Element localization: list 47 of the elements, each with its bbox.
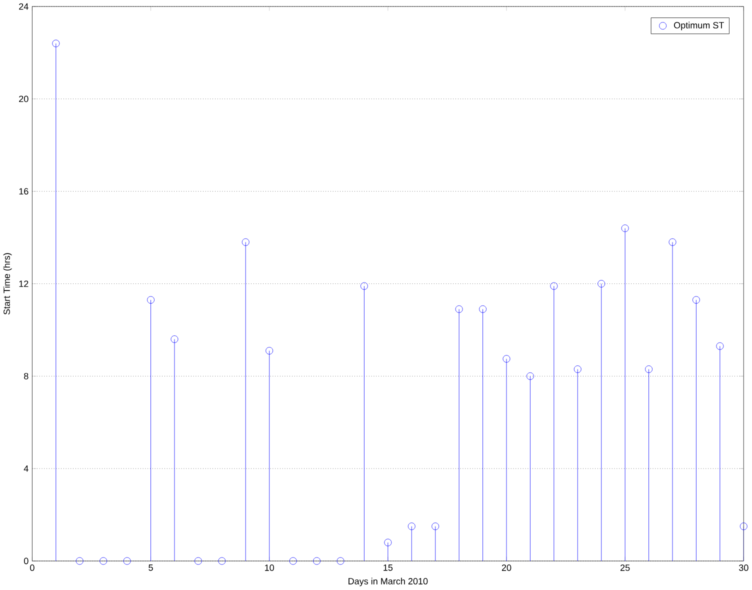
- point: [360, 282, 368, 290]
- point: [479, 306, 486, 314]
- point: [384, 539, 392, 546]
- point: [100, 558, 108, 565]
- y-tick-label: 20: [19, 96, 28, 102]
- point: [621, 224, 629, 232]
- point: [336, 558, 344, 565]
- point: [502, 355, 510, 363]
- point: [574, 366, 582, 374]
- point: [668, 238, 676, 246]
- point: [432, 522, 440, 530]
- y-tick-label: 16: [19, 188, 28, 195]
- point: [76, 558, 84, 565]
- point: [598, 280, 606, 288]
- y-tick-label: 8: [24, 373, 28, 380]
- x-tick-label: 25: [620, 564, 630, 572]
- point: [408, 522, 416, 530]
- point: [194, 558, 202, 565]
- x-tick-label: 15: [384, 564, 393, 572]
- x-tick-label: 5: [148, 564, 153, 572]
- point: [550, 282, 558, 290]
- point: [242, 238, 250, 246]
- point: [52, 40, 60, 48]
- point: [313, 558, 320, 565]
- point: [455, 306, 463, 314]
- x-tick-label: 10: [265, 564, 274, 572]
- point: [716, 342, 724, 350]
- point: [289, 558, 297, 565]
- y-tick-label: 0: [24, 558, 28, 564]
- point: [170, 336, 178, 344]
- x-axis-title: Days in March 2010: [348, 578, 428, 586]
- point: [123, 558, 131, 565]
- x-tick-label: 20: [502, 564, 512, 572]
- point: [526, 372, 534, 380]
- point: [147, 296, 154, 304]
- y-tick-label: 4: [24, 466, 28, 472]
- y-tick-label: 12: [19, 280, 28, 288]
- x-tick-label: 0: [30, 564, 34, 572]
- point: [692, 296, 700, 304]
- y-tick-label: 24: [19, 4, 28, 10]
- point: [740, 522, 748, 530]
- point: [266, 347, 274, 355]
- point: [645, 366, 652, 374]
- point: [218, 558, 226, 565]
- x-tick-label: 30: [738, 564, 748, 572]
- y-axis-title: Start Time (hrs): [3, 253, 12, 315]
- legend-label: Optimum ST: [674, 22, 724, 30]
